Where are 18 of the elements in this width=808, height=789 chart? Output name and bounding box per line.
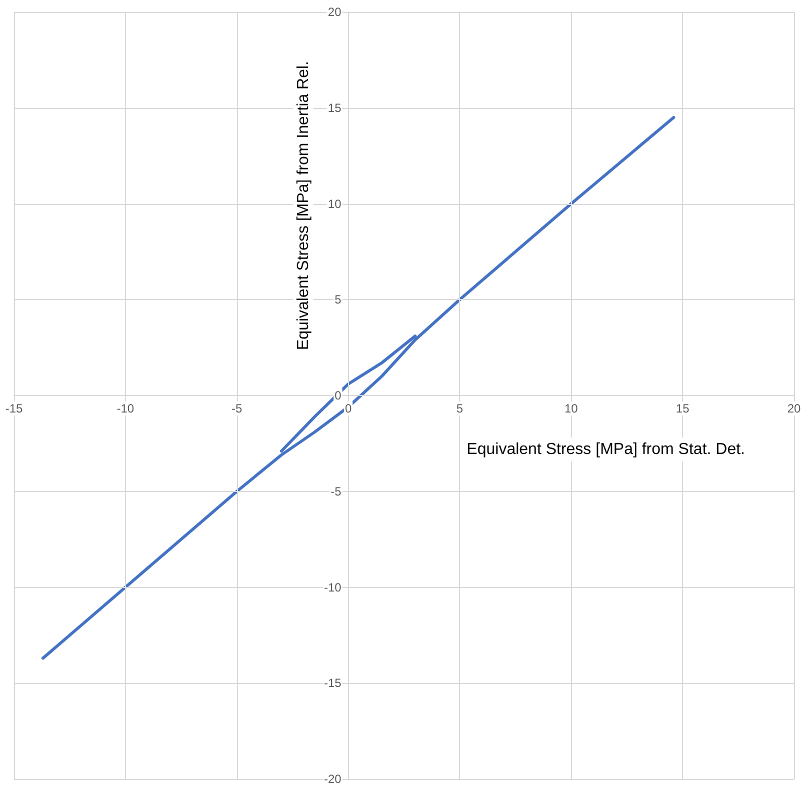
y-tick-label: -15 [324, 676, 342, 690]
x-tick-label: -15 [5, 402, 23, 416]
x-tick-label: 20 [787, 402, 801, 416]
x-tick-label: 15 [676, 402, 690, 416]
y-tick-label: -20 [324, 772, 342, 786]
x-tick-label: 5 [456, 402, 464, 416]
x-axis-title: Equivalent Stress [MPa] from Stat. Det. [466, 441, 745, 458]
y-tick-label: -5 [330, 484, 342, 498]
y-tick-label: 10 [328, 196, 342, 211]
y-tick-label: 15 [328, 100, 342, 115]
x-tick-label: 10 [564, 402, 578, 416]
y-tick-label: -10 [324, 580, 342, 594]
x-tick-label: -10 [116, 402, 134, 416]
y-tick-label: 0 [334, 388, 342, 402]
x-tick-label: -5 [232, 402, 243, 416]
y-tick-label: 5 [334, 292, 342, 307]
y-tick-label: 20 [328, 5, 342, 19]
y-axis-title: Equivalent Stress [MPa] from Inertia Rel. [294, 61, 312, 350]
